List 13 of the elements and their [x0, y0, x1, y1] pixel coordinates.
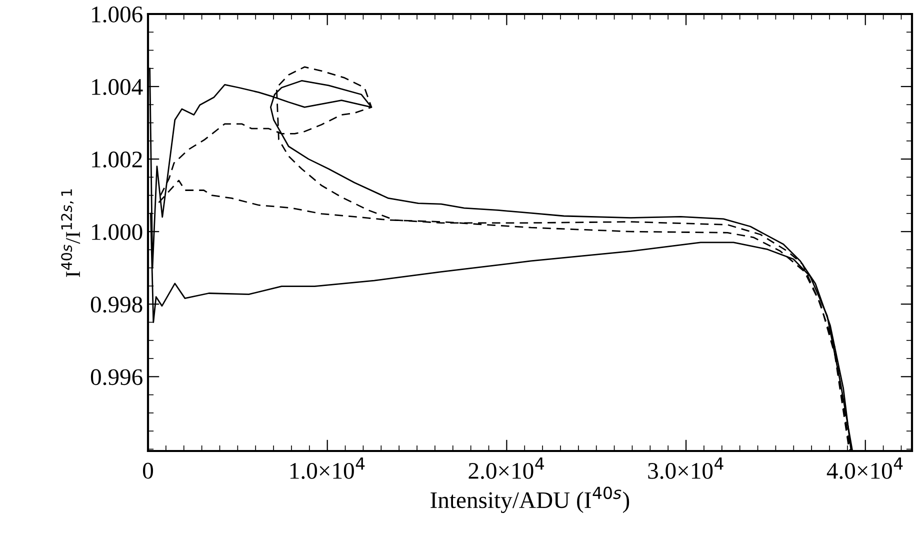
- x-axis-title: Intensity/ADU (I$^{40s}$): [430, 486, 630, 514]
- x-tick-label: 4.0×10$^{4}$: [826, 458, 903, 479]
- y-tick-label: 1.000: [92, 224, 142, 240]
- x-tick-label: 0: [142, 462, 154, 479]
- x-tick-label: 1.0×10$^{4}$: [290, 458, 365, 479]
- y-axis-title: I$^{40s}$/I$^{12s,1}$: [61, 189, 80, 277]
- y-tick-label: 1.004: [92, 79, 143, 96]
- x-tick-label: 2.0×10$^{4}$: [468, 458, 544, 479]
- x-tick-label: 3.0×10$^{4}$: [648, 458, 724, 479]
- y-tick-label: 0.996: [90, 369, 142, 386]
- y-tick-label: 0.998: [90, 296, 142, 313]
- y-tick-label: 1.006: [92, 6, 142, 23]
- y-tick-label: 1.002: [92, 152, 142, 168]
